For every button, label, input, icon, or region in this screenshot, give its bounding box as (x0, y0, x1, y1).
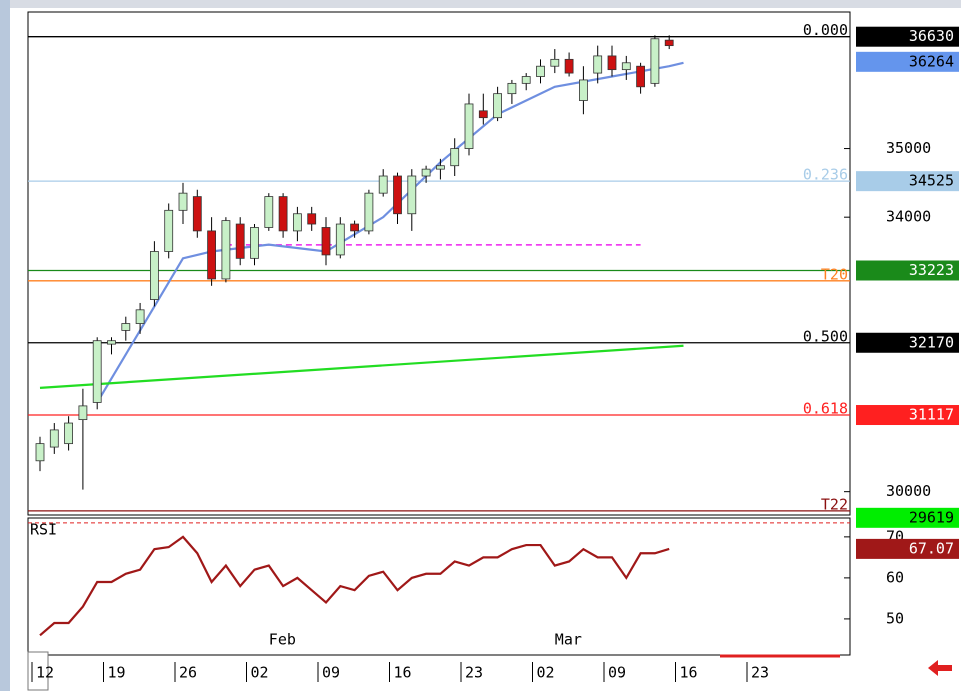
y-tick-label: 35000 (886, 139, 931, 157)
x-tick-label: 26 (179, 664, 197, 682)
candle-body (221, 220, 231, 280)
price-tag (856, 51, 959, 72)
candle-body (121, 323, 131, 331)
level-label: 0.618 (803, 400, 848, 418)
rsi-label: RSI (30, 521, 57, 539)
candle-body (307, 213, 317, 225)
price-tag (856, 507, 959, 528)
rsi-line (39, 535, 670, 637)
level-label: 0.236 (803, 166, 848, 184)
rsi-tag (856, 538, 959, 559)
level-label: T20 (821, 265, 848, 283)
price-tag-label: 29619 (909, 508, 954, 526)
price-tag-label: 36264 (909, 52, 954, 70)
candle-body (192, 196, 202, 232)
overlay-line (39, 344, 684, 389)
candle-body (536, 65, 545, 77)
candle-body (621, 62, 631, 71)
candle-body (507, 82, 517, 95)
candle-body (435, 165, 445, 170)
candle-body (35, 443, 45, 462)
candle-body (607, 55, 617, 71)
candle-body (564, 58, 574, 74)
candle-body (107, 340, 116, 345)
level-tag (856, 260, 959, 281)
candle-body (421, 168, 431, 177)
level-tag-label: 31117 (909, 406, 954, 424)
candle-body (207, 230, 217, 280)
candle-body (378, 175, 388, 194)
candle-body (92, 340, 102, 403)
level-tag-label: 34525 (909, 172, 954, 190)
back-arrow[interactable] (928, 660, 952, 676)
candle-body (478, 110, 488, 119)
level-label: 0.000 (803, 21, 848, 39)
level-tag (856, 171, 959, 192)
candle-body (650, 38, 660, 84)
candle-body (135, 309, 145, 324)
candle-body (393, 175, 402, 215)
x-tick-label: 19 (108, 664, 126, 682)
left-strip (0, 0, 10, 691)
candle-body (178, 192, 188, 211)
y-tick-label: 34000 (886, 208, 931, 226)
corner-box (27, 651, 49, 691)
level-tag (856, 332, 959, 353)
month-label: Mar (555, 631, 582, 649)
level-tag (856, 405, 959, 426)
level-tag-label: 36630 (909, 27, 954, 45)
candle-body (321, 227, 331, 256)
candle-body (450, 148, 460, 167)
x-tick-label: 23 (465, 664, 483, 682)
x-tick-label: 02 (537, 664, 555, 682)
candle-body (292, 213, 302, 232)
candle-body (521, 76, 531, 84)
candle-body (64, 422, 73, 445)
candle-body (407, 175, 417, 215)
candle-body (593, 55, 603, 74)
candle-body (493, 93, 503, 119)
candle-body (464, 103, 474, 149)
level-tag-label: 33223 (909, 261, 954, 279)
x-tick-label: 12 (36, 664, 54, 682)
rsi-tag-label: 67.07 (909, 539, 954, 557)
level-tag (856, 26, 959, 47)
candle-body (149, 251, 159, 300)
candle-body (250, 227, 259, 259)
candle-body (636, 65, 645, 88)
candle-body (235, 223, 245, 259)
candle-body (49, 429, 59, 448)
candle-body (278, 196, 288, 232)
candle-body (579, 79, 588, 101)
level-label: 0.500 (803, 327, 848, 345)
candle-body (350, 223, 360, 232)
x-tick-label: 02 (251, 664, 269, 682)
rsi-panel (27, 517, 851, 656)
x-tick-label: 16 (394, 664, 412, 682)
y-tick-label: 30000 (886, 482, 931, 500)
x-tick-label: 23 (751, 664, 769, 682)
level-tag-label: 32170 (909, 333, 954, 351)
rsi-tick-label: 50 (886, 609, 904, 627)
candle-body (164, 209, 174, 252)
x-tick-label: 09 (608, 664, 626, 682)
candle-body (264, 196, 274, 228)
rsi-tick-label: 60 (886, 568, 904, 586)
x-tick-label: 16 (680, 664, 698, 682)
x-tick-label: 09 (322, 664, 340, 682)
overlay-line (96, 61, 684, 404)
candle-body (335, 223, 345, 256)
candle-body (364, 192, 374, 232)
candle-body (664, 39, 674, 47)
candle-body (550, 58, 560, 67)
month-label: Feb (269, 631, 296, 649)
level-label: T22 (821, 495, 848, 513)
price-panel (27, 11, 851, 516)
candle-body (78, 405, 88, 421)
